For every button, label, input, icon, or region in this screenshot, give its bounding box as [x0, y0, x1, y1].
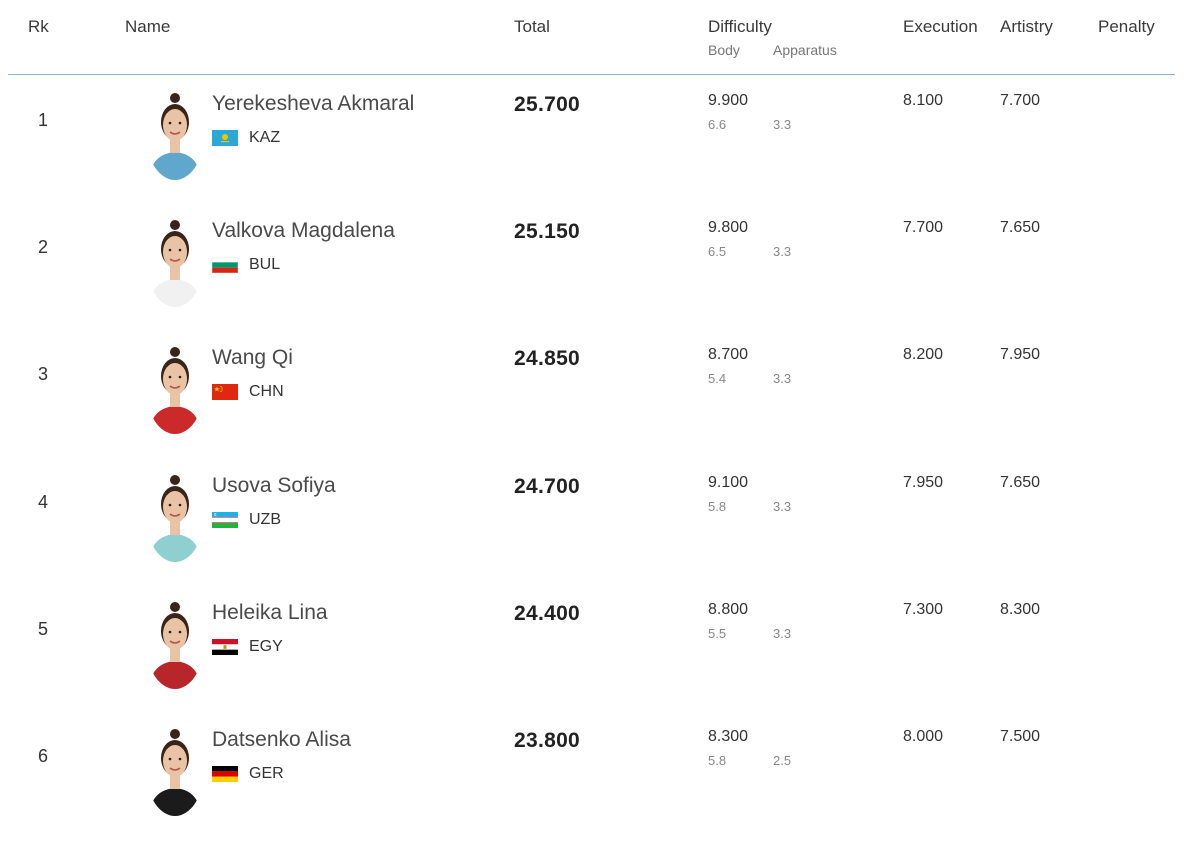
difficulty-score: 8.800	[708, 601, 749, 618]
body-score: 5.5	[708, 626, 727, 641]
difficulty-score: 9.100	[708, 474, 749, 491]
header-rank: Rk	[28, 17, 49, 36]
artistry-score: 7.650	[1000, 219, 1041, 236]
apparatus-score: 2.5	[773, 753, 792, 768]
difficulty-score: 9.800	[708, 219, 749, 236]
bulgaria-flag-icon	[212, 257, 238, 273]
uzbekistan-flag-icon	[212, 512, 238, 528]
header-body: Body	[708, 42, 740, 58]
header-name: Name	[125, 17, 171, 36]
total-score: 24.400	[514, 602, 581, 625]
total-score: 24.700	[514, 475, 581, 498]
china-flag-icon	[212, 384, 238, 400]
apparatus-score: 3.3	[773, 244, 792, 259]
header-apparatus: Apparatus	[773, 42, 837, 58]
artistry-score: 7.500	[1000, 728, 1041, 745]
difficulty-score: 8.300	[708, 728, 749, 745]
header-total: Total	[514, 17, 550, 36]
athlete-avatar[interactable]	[147, 474, 203, 562]
execution-score: 8.000	[903, 728, 944, 745]
header-execution: Execution	[903, 17, 978, 36]
body-score: 5.4	[708, 371, 727, 386]
body-score: 5.8	[708, 753, 727, 768]
artistry-score: 7.700	[1000, 92, 1041, 109]
difficulty-score: 9.900	[708, 92, 749, 109]
rank-cell: 2	[38, 237, 49, 257]
body-score: 5.8	[708, 499, 727, 514]
table-row[interactable]: 5 Heleika Lina EGY 24.400 8.800 5.5 3.3 7.300 8.…	[0, 601, 1200, 728]
body-score: 6.6	[708, 117, 727, 132]
athlete-avatar[interactable]	[147, 601, 203, 689]
country-code: UZB	[249, 511, 281, 528]
athlete-name-link[interactable]: Heleika Lina	[212, 601, 328, 624]
athlete-name-link[interactable]: Valkova Magdalena	[212, 219, 395, 242]
header-divider	[8, 74, 1175, 75]
apparatus-score: 3.3	[773, 371, 792, 386]
header-artistry: Artistry	[1000, 17, 1053, 36]
athlete-avatar[interactable]	[147, 728, 203, 816]
total-score: 24.850	[514, 347, 581, 370]
table-row[interactable]: 1 Yerekesheva Akmaral KAZ 25.700 9.900 6.6 3.3…	[0, 92, 1200, 219]
country-code: CHN	[249, 383, 284, 400]
execution-score: 7.950	[903, 474, 944, 491]
athlete-avatar[interactable]	[147, 219, 203, 307]
table-row[interactable]: 6 Datsenko Alisa GER 23.800 8.300 5.8 2.5 8.000…	[0, 728, 1200, 855]
rank-cell: 1	[38, 110, 49, 130]
body-score: 6.5	[708, 244, 727, 259]
germany-flag-icon	[212, 766, 238, 782]
artistry-score: 8.300	[1000, 601, 1041, 618]
rank-cell: 5	[38, 619, 49, 639]
table-row[interactable]: 4 Usova Sofiya UZB 24.700 9.100 5.8 3.3 7.950 7.…	[0, 474, 1200, 601]
apparatus-score: 3.3	[773, 499, 792, 514]
country-code: BUL	[249, 256, 281, 273]
table-header: Rk Name Total Difficulty Body Apparatus …	[0, 0, 1200, 76]
artistry-score: 7.650	[1000, 474, 1041, 491]
athlete-name-link[interactable]: Yerekesheva Akmaral	[212, 92, 415, 115]
total-score: 23.800	[514, 729, 581, 752]
apparatus-score: 3.3	[773, 626, 792, 641]
table-row[interactable]: 2 Valkova Magdalena BUL 25.150 9.800 6.5 3.3 7.…	[0, 219, 1200, 346]
execution-score: 8.100	[903, 92, 944, 109]
apparatus-score: 3.3	[773, 117, 792, 132]
execution-score: 8.200	[903, 346, 944, 363]
kazakhstan-flag-icon	[212, 130, 238, 146]
rank-cell: 6	[38, 746, 49, 766]
difficulty-score: 8.700	[708, 346, 749, 363]
athlete-avatar[interactable]	[147, 92, 203, 180]
athlete-name-link[interactable]: Datsenko Alisa	[212, 728, 351, 751]
table-row[interactable]: 3 Wang Qi CHN 24.850 8.700 5.4 3.3 8.200 7.950	[0, 346, 1200, 473]
artistry-score: 7.950	[1000, 346, 1041, 363]
athlete-name-link[interactable]: Wang Qi	[212, 346, 293, 369]
rank-cell: 3	[38, 364, 49, 384]
country-code: EGY	[249, 638, 283, 655]
total-score: 25.150	[514, 220, 581, 243]
total-score: 25.700	[514, 93, 581, 116]
egypt-flag-icon	[212, 639, 238, 655]
execution-score: 7.700	[903, 219, 944, 236]
athlete-name-link[interactable]: Usova Sofiya	[212, 474, 336, 497]
rank-cell: 4	[38, 492, 49, 512]
execution-score: 7.300	[903, 601, 944, 618]
header-difficulty: Difficulty	[708, 17, 772, 36]
athlete-avatar[interactable]	[147, 346, 203, 434]
country-code: GER	[249, 765, 284, 782]
header-penalty: Penalty	[1098, 17, 1155, 36]
country-code: KAZ	[249, 129, 281, 146]
